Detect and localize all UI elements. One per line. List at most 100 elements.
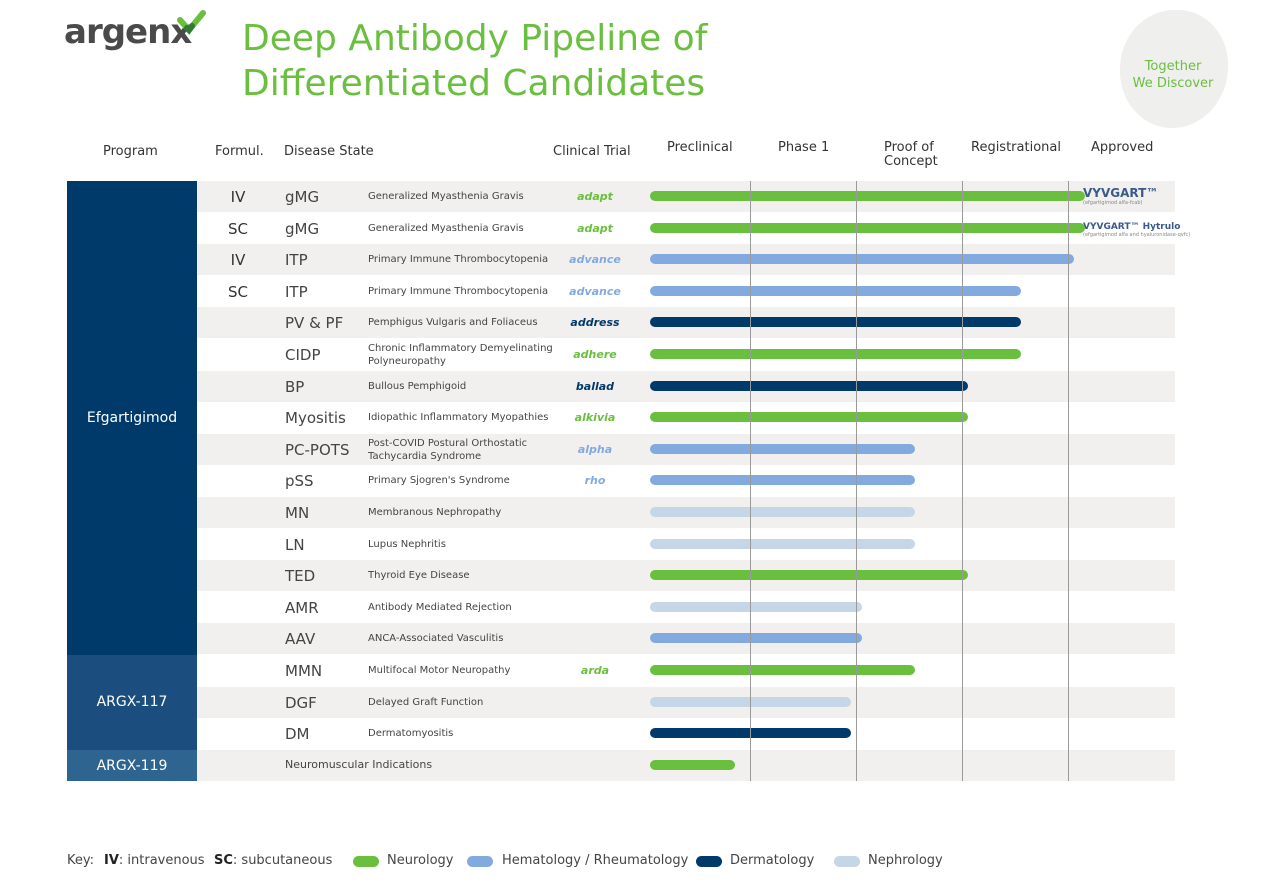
table-row: SC ITP Primary Immune Thrombocytopenia adva… [197,276,1175,307]
progress-bar [650,191,1085,201]
indication-abbr: MMN [285,662,323,680]
legend-swatch-hematology [467,856,493,867]
table-row: Myositis Idiopathic Inflammatory Myopathi… [197,402,1175,433]
table-row: CIDP Chronic Inflammatory Demyelinating P… [197,339,1175,370]
legend-dermatology: Dermatology [730,853,815,868]
stage-header: Phase 1 [778,140,830,155]
disease-name: Generalized Myasthenia Gravis [368,222,524,234]
progress-bar [650,507,915,517]
table-row: Neuromuscular Indications [197,749,1175,781]
disease-name: Idiopathic Inflammatory Myopathies [368,412,549,424]
progress-bar [650,538,915,549]
disease-name: Primary Sjogren's Syndrome [368,475,510,487]
disease-name: Bullous Pemphigoid [368,380,467,392]
indication-abbr: ITP [285,282,308,301]
disease-header: Disease State [284,144,374,159]
progress-bar [650,443,915,454]
progress-bar [650,665,915,675]
formulation: SC [228,219,248,238]
stage-divider [856,181,857,781]
indication-abbr: DM [285,725,310,744]
formulation: IV [230,251,246,270]
trial-header: Clinical Trial [553,144,631,159]
progress-bar [650,759,735,770]
disease-name: Delayed Graft Function [368,696,484,708]
stage-divider [1068,181,1069,781]
tagline: Together We Discover [1132,59,1214,91]
disease-name: Chronic Inflammatory Demyelinating Polyn… [368,343,553,367]
legend-swatch-neurology [353,856,379,867]
progress-bar [650,570,968,581]
indication-abbr: PV & PF [285,314,344,333]
indication-abbr: LN [285,535,305,554]
stage-header: Preclinical [667,140,733,155]
stage-divider [750,181,751,781]
disease-name: Pemphigus Vulgaris and Foliaceus [368,317,538,329]
table-row: pSS Primary Sjogren's Syndrome rho [197,465,1175,496]
table-row: DM Dermatomyositis [197,718,1175,749]
trial-logo: advance [569,253,621,267]
stage-header: Registrational [971,140,1061,155]
trial-logo: advance [569,284,621,298]
approved-product: VYVGART™ (efgartigimod alfa-fcab) [1083,186,1159,206]
stage-divider [962,181,963,781]
table-row: TED Thyroid Eye Disease [197,560,1175,592]
key-sc: SC: subcutaneous [214,853,333,868]
table-row: MMN Multifocal Motor Neuropathy arda [197,655,1175,686]
disease-name: Dermatomyositis [368,728,454,740]
table-row: BP Bullous Pemphigoid ballad [197,370,1175,402]
disease-name: Multifocal Motor Neuropathy [368,665,511,676]
trial-logo: rho [584,474,606,488]
legend-nephrology: Nephrology [868,853,943,868]
page-title: Deep Antibody Pipeline of Differentiated… [242,18,708,104]
trial-logo: alkivia [574,411,616,425]
program-block: Efgartigimod [67,181,197,655]
disease-name: Thyroid Eye Disease [368,570,470,582]
table-row: DGF Delayed Graft Function [197,686,1175,718]
indication-abbr: AAV [285,630,316,649]
program-header: Program [103,144,158,159]
table-row: PV & PF Pemphigus Vulgaris and Foliaceus a… [197,307,1175,339]
indication-abbr: gMG [285,188,320,206]
disease-name: ANCA-Associated Vasculitis [368,633,504,645]
disease-name: Membranous Nephropathy [368,507,502,518]
progress-bar [650,285,1021,296]
checkmark-icon [177,10,206,35]
stage-header: Approved [1091,140,1154,155]
indication-abbr: BP [285,377,305,396]
indication-abbr: DGF [285,693,317,712]
indication-abbr: TED [285,567,316,586]
legend-hematology: Hematology / Rheumatology [502,853,689,868]
progress-bar [650,601,862,612]
table-row: IV gMG Generalized Myasthenia Gravis adapt V… [197,181,1175,212]
trial-logo: address [570,316,620,330]
disease-name: Primary Immune Thrombocytopenia [368,254,549,266]
table-row: MN Membranous Nephropathy [197,497,1175,528]
progress-bar [650,380,968,391]
progress-bar [650,254,1074,265]
trial-logo: ballad [575,379,615,393]
disease-name: Post-COVID Postural Orthostatic Tachycar… [368,437,528,462]
disease-name: Antibody Mediated Rejection [368,601,512,613]
formulation: IV [230,188,246,206]
table-row: LN Lupus Nephritis [197,529,1175,560]
indication-abbr: PC-POTS [285,440,350,459]
trial-logo: alpha [577,442,613,456]
disease-name: Primary Immune Thrombocytopenia [368,285,549,297]
legend-neurology: Neurology [387,853,454,868]
table-row: PC-POTS Post-COVID Postural Orthostatic T… [197,433,1175,465]
indication-abbr: MN [285,504,310,522]
progress-bar [650,317,1021,328]
trial-logo: arda [580,664,610,677]
trial-logo: adapt [577,221,613,235]
disease-name: Generalized Myasthenia Gravis [368,191,524,202]
progress-bar [650,412,968,423]
approved-product: VYVGART™ Hytrulo (efgartigimod alfa and h… [1083,221,1191,238]
table-row: SC gMG Generalized Myasthenia Gravis adapt V… [197,213,1190,244]
program-block: ARGX-117 [67,655,197,750]
progress-bar [650,349,1021,359]
disease-name: Lupus Nephritis [368,538,446,550]
indication-abbr: pSS [285,472,314,491]
trial-logo: adapt [577,190,613,203]
key-label: Key: [67,853,95,868]
